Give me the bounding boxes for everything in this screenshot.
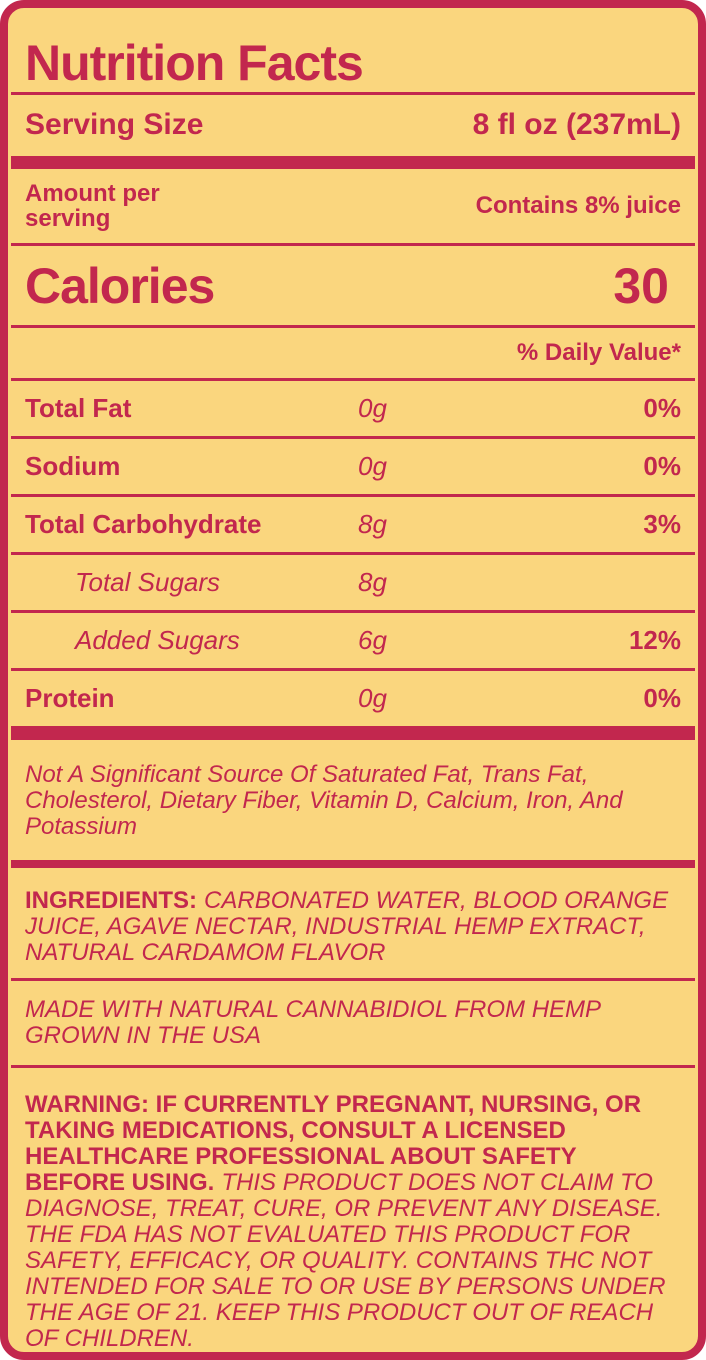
- daily-value-header: % Daily Value*: [516, 339, 681, 367]
- nutrient-name: Sodium: [25, 451, 121, 482]
- nutrient-daily-value: 12%: [628, 625, 681, 656]
- calories-value: 30: [613, 257, 669, 314]
- ingredients-section: INGREDIENTS: CARBONATED WATER, BLOOD ORAN…: [11, 868, 695, 978]
- daily-value-header-row: % Daily Value*: [11, 328, 695, 378]
- made-with-note: MADE WITH NATURAL CANNABIDIOL FROM HEMP …: [25, 996, 601, 1050]
- label-content: Nutrition Facts Serving Size 8 fl oz (23…: [8, 8, 698, 1352]
- divider-thin: [11, 91, 695, 95]
- ingredients-list: CARBONATED WATER, BLOOD ORANGE JUICE, AG…: [25, 887, 669, 967]
- nutrient-daily-value: 3%: [643, 509, 681, 540]
- divider-thick: [11, 726, 695, 741]
- nutrient-amount: 0g: [358, 451, 387, 482]
- divider-thin: [11, 436, 695, 440]
- divider-thin: [11, 494, 695, 498]
- divider-thin: [11, 1065, 695, 1069]
- amount-per-serving-row: Amount per serving Contains 8% juice: [11, 169, 695, 243]
- nutrient-name: Total Sugars: [75, 567, 221, 598]
- page-title: Nutrition Facts: [25, 34, 364, 91]
- divider-thin: [11, 668, 695, 672]
- warning-italic-text: THIS PRODUCT DOES NOT CLAIM TO DIAGNOSE,…: [25, 1169, 666, 1353]
- nutrient-row-sodium: Sodium 0g 0%: [11, 439, 695, 494]
- nutrient-name: Added Sugars: [75, 625, 240, 656]
- divider-thin: [11, 978, 695, 982]
- divider-thin: [11, 325, 695, 329]
- nutrient-amount: 0g: [358, 683, 387, 714]
- nutrient-row-total-sugars: Total Sugars 8g: [11, 555, 695, 610]
- nutrient-amount: 8g: [358, 509, 387, 540]
- amount-per-line2: serving: [25, 204, 111, 232]
- serving-size-value: 8 fl oz (237mL): [472, 108, 681, 142]
- divider-thin: [11, 552, 695, 556]
- ingredients-label: INGREDIENTS:: [25, 887, 198, 915]
- nutrient-name: Protein: [25, 683, 115, 714]
- nutrient-name: Total Fat: [25, 393, 132, 424]
- nutrient-daily-value: 0%: [643, 451, 681, 482]
- nutrient-row-total-fat: Total Fat 0g 0%: [11, 381, 695, 436]
- contains-juice-note: Contains 8% juice: [475, 191, 681, 219]
- warning-section: WARNING: IF CURRENTLY PREGNANT, NURSING,…: [11, 1068, 695, 1352]
- serving-size-label: Serving Size: [25, 108, 204, 142]
- nutrient-amount: 6g: [358, 625, 387, 656]
- calories-row: Calories 30: [11, 246, 695, 326]
- warning-bold-text: WARNING: IF CURRENTLY PREGNANT, NURSING,…: [25, 1091, 642, 1197]
- serving-size-row: Serving Size 8 fl oz (237mL): [11, 95, 695, 156]
- amount-per-line1: Amount per: [25, 179, 160, 207]
- nutrient-daily-value: 0%: [643, 393, 681, 424]
- nutrient-daily-value: 0%: [643, 683, 681, 714]
- nutrient-name: Total Carbohydrate: [25, 509, 262, 540]
- nutrient-row-added-sugars: Added Sugars 6g 12%: [11, 613, 695, 668]
- divider-thin: [11, 610, 695, 614]
- nutrient-row-total-carbohydrate: Total Carbohydrate 8g 3%: [11, 497, 695, 552]
- nutrient-amount: 8g: [358, 567, 387, 598]
- calories-label: Calories: [25, 257, 215, 314]
- nutrient-row-protein: Protein 0g 0%: [11, 671, 695, 726]
- divider-thick: [11, 155, 695, 169]
- title-block: Nutrition Facts: [11, 8, 695, 92]
- nutrient-amount: 0g: [358, 393, 387, 424]
- not-significant-note: Not A Significant Source Of Saturated Fa…: [25, 761, 623, 841]
- divider-thin: [11, 242, 695, 246]
- divider-thin: [11, 378, 695, 382]
- divider-medium: [11, 860, 695, 869]
- amount-per-serving-label: Amount per serving: [25, 181, 160, 231]
